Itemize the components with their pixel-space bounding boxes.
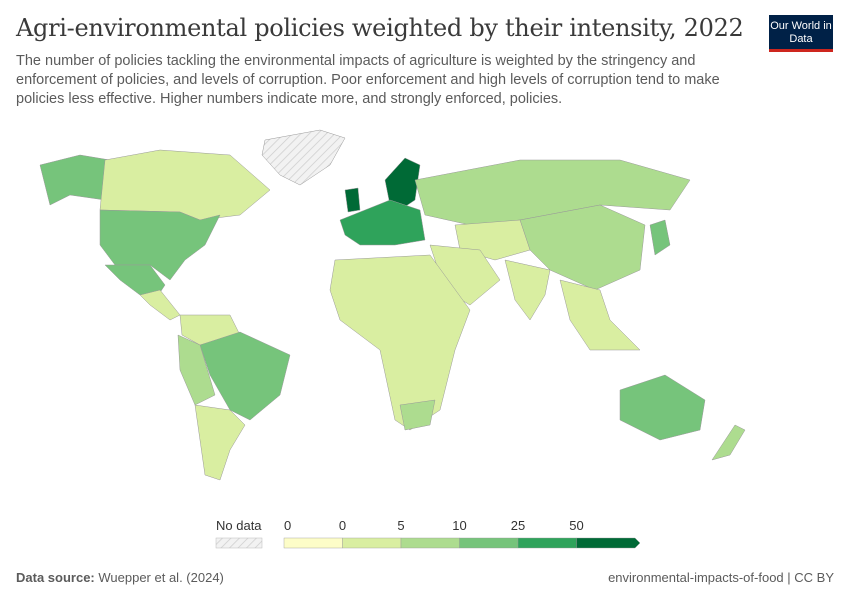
country-russia[interactable] [414,159,691,226]
country-japan[interactable] [649,219,671,256]
country-southeast-asia[interactable] [559,279,641,351]
country-usa[interactable] [99,209,221,281]
legend-bin[interactable] [576,537,641,549]
legend-bin[interactable] [400,537,460,549]
chart-title: Agri-environmental policies weighted by … [16,14,744,42]
country-new-zealand[interactable] [711,424,746,461]
country-canada[interactable] [99,149,271,221]
footer-right[interactable]: environmental-impacts-of-food | CC BY [608,570,834,585]
chart-subtitle: The number of policies tackling the envi… [16,53,720,107]
country-western-europe[interactable] [339,199,426,246]
legend-bin[interactable] [342,537,402,549]
legend-tick-label: 5 [397,518,404,533]
country-uk[interactable] [344,187,361,213]
source-link[interactable]: Wuepper et al. (2024) [98,570,224,585]
country-greenland[interactable] [261,129,346,186]
legend-tick-label: 0 [284,518,291,533]
country-alaska[interactable] [39,154,111,206]
legend-bin[interactable] [283,537,343,549]
country-argentina-chile[interactable] [194,404,246,481]
country-india[interactable] [504,259,551,321]
source-label: Data source: [16,570,95,585]
legend: No data 0 0 5 10 25 50 [210,516,650,557]
legend-tick-label: 25 [511,518,525,533]
source-note: Data source: Wuepper et al. (2024) [16,570,224,585]
country-peru-bolivia[interactable] [177,334,216,406]
country-central-america[interactable] [139,289,181,321]
country-africa[interactable] [329,254,471,431]
legend-no-data-label: No data [216,518,262,533]
world-map[interactable] [0,120,850,510]
legend-no-data-swatch [215,537,263,549]
legend-bin[interactable] [517,537,577,549]
owid-logo[interactable]: Our World in Data [769,15,833,52]
country-south-africa[interactable] [399,399,436,431]
legend-tick-label: 0 [339,518,346,533]
country-australia[interactable] [619,374,706,441]
legend-tick-label: 50 [569,518,583,533]
legend-bin[interactable] [459,537,519,549]
country-china-mongolia[interactable] [519,204,646,291]
country-brazil[interactable] [199,331,291,421]
legend-tick-label: 10 [452,518,466,533]
